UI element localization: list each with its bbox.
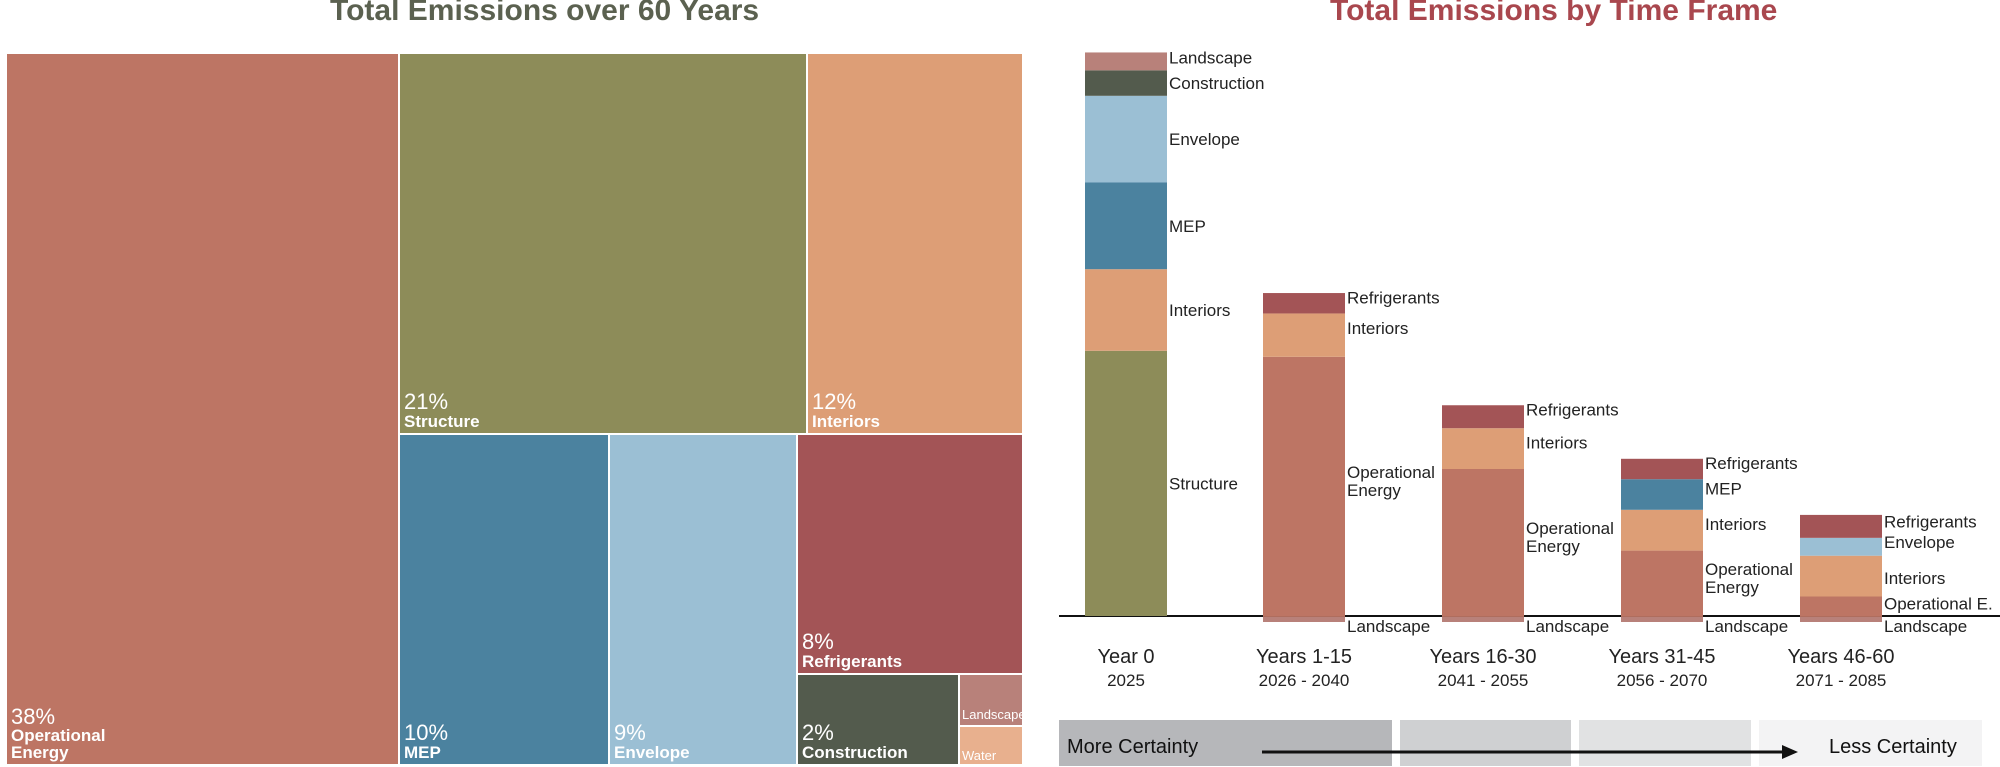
bar-4-label-landscape: Landscape [1705,617,1788,636]
mep-pct: 10% [404,720,449,745]
bar-5-label-envelope: Envelope [1884,533,1955,552]
bar-3-segment-operational-energy [1442,469,1524,617]
cell-landscape: Landscape [959,674,1026,726]
bar-2-label-interiors: Interiors [1347,319,1408,338]
bar-5-segment-operational-e [1800,596,1882,617]
certainty-band-3 [1579,720,1751,766]
bar-1-segment-mep [1085,182,1167,270]
envelope-label: Envelope [614,743,690,762]
more-certainty-label: More Certainty [1067,736,1199,758]
bar-1-segment-structure [1085,350,1167,616]
treemap: 38% Operational Energy 21% Structure 12%… [6,53,1026,765]
category-label-2: Years 1-15 [1256,646,1352,668]
cell-mep: 10% MEP [399,434,609,765]
structure-pct: 21% [404,389,449,414]
bar-4-label-operational-energy: Operational Energy [1705,560,1793,597]
landscape-label: Landscape [962,707,1026,722]
bar-3-label-operational-energy: Operational Energy [1526,519,1614,556]
certainty-band-2 [1400,720,1571,766]
bar-5-segment-interiors [1800,555,1882,597]
interiors-label: Interiors [812,412,881,431]
category-years-1: 2025 [1107,671,1145,690]
envelope-pct: 9% [614,720,646,745]
bar-1-segment-landscape [1085,52,1167,71]
bar-2-segment-operational-energy [1263,356,1345,617]
bar-2-label-operational-energy: Operational Energy [1347,463,1435,500]
bar-4-segment-interiors [1621,509,1703,551]
bar-4-segment-refrigerants [1621,458,1703,480]
bar-1-label-envelope: Envelope [1169,130,1240,149]
bar-1-segment-interiors [1085,269,1167,351]
category-label-4: Years 31-45 [1608,646,1715,668]
bar-5-segment-refrigerants [1800,514,1882,538]
bar-4-label-interiors: Interiors [1705,515,1766,534]
bar-3-label-interiors: Interiors [1526,434,1587,453]
certainty-band-1 [1059,720,1392,766]
bar-3-label-landscape: Landscape [1526,617,1609,636]
bar-1-segment-construction [1085,70,1167,96]
less-certainty-label: Less Certainty [1829,736,1957,758]
bar-1-label-structure: Structure [1169,474,1238,493]
cell-refrigerants: 8% Refrigerants [797,434,1023,674]
cell-water: Water [959,726,1023,765]
water-label: Water [962,748,997,763]
operational-energy-pct: 38% [11,704,56,729]
bar-1-label-interiors: Interiors [1169,301,1230,320]
bar-5-label-landscape: Landscape [1884,617,1967,636]
bar-4-segment-operational-energy [1621,550,1703,617]
cell-envelope: 9% Envelope [609,434,797,765]
bar-1-segment-envelope [1085,95,1167,183]
operational-energy-label-1: Operational [11,726,106,745]
cell-interiors: 12% Interiors [807,53,1023,434]
bar-2-label-refrigerants: Refrigerants [1347,288,1440,307]
timeframe-chart-title: Total Emissions by Time Frame [1330,0,1778,27]
bar-3-label-refrigerants: Refrigerants [1526,400,1619,419]
bar-4-label-mep: MEP [1705,480,1742,499]
bar-1-label-construction: Construction [1169,74,1264,93]
bar-5-label-refrigerants: Refrigerants [1884,513,1977,532]
refrigerants-label: Refrigerants [802,652,903,671]
operational-energy-label-2: Energy [11,743,69,762]
structure-label: Structure [404,412,480,431]
cell-operational-energy: 38% Operational Energy [6,53,399,765]
category-years-5: 2071 - 2085 [1796,671,1887,690]
bar-2-segment-interiors [1263,313,1345,357]
bar-3-segment-refrigerants [1442,405,1524,429]
bar-5-label-operational-e: Operational E. [1884,594,1993,613]
bar-2-label-landscape: Landscape [1347,617,1430,636]
bar-3-segment-landscape [1442,616,1524,622]
category-label-1: Year 0 [1097,646,1154,668]
treemap-title: Total Emissions over 60 Years [330,0,760,27]
category-years-2: 2026 - 2040 [1259,671,1350,690]
bar-4-segment-mep [1621,479,1703,510]
bar-5-segment-landscape [1800,616,1882,622]
mep-label: MEP [404,743,441,762]
cell-construction: 2% Construction [797,674,959,765]
category-label-3: Years 16-30 [1429,646,1536,668]
category-years-3: 2041 - 2055 [1438,671,1529,690]
bar-5-segment-envelope [1800,537,1882,556]
cell-structure: 21% Structure [399,53,807,434]
refrigerants-pct: 8% [802,629,834,654]
bar-4-segment-landscape [1621,616,1703,622]
construction-label: Construction [802,743,908,762]
bar-2-segment-landscape [1263,616,1345,622]
interiors-pct: 12% [812,389,857,414]
bar-5-label-interiors: Interiors [1884,569,1945,588]
bar-4-label-refrigerants: Refrigerants [1705,454,1798,473]
bar-1-label-landscape: Landscape [1169,49,1252,68]
category-years-4: 2056 - 2070 [1617,671,1708,690]
category-label-5: Years 46-60 [1787,646,1894,668]
bar-2-segment-refrigerants [1263,293,1345,314]
construction-pct: 2% [802,720,834,745]
bar-3-segment-interiors [1442,428,1524,469]
bar-1-label-mep: MEP [1169,217,1206,236]
